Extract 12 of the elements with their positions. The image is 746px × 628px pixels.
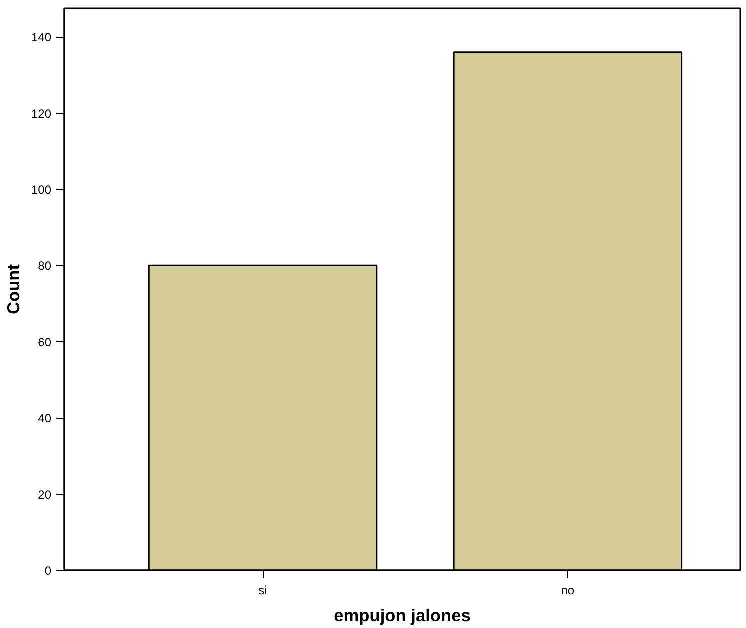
x-tick-label: no — [561, 584, 575, 598]
y-tick-label: 60 — [38, 335, 52, 350]
y-tick-label: 40 — [38, 412, 52, 426]
x-axis-title: empujon jalones — [334, 606, 471, 626]
x-tick-label: si — [258, 584, 268, 598]
y-tick-label: 140 — [31, 30, 52, 45]
y-tick-label: 120 — [31, 106, 52, 121]
y-tick-label: 0 — [44, 564, 52, 578]
y-axis-title: Count — [3, 264, 24, 315]
y-tick-label: 100 — [31, 182, 52, 197]
y-tick-label: 80 — [38, 259, 52, 274]
y-tick-label: 20 — [38, 488, 52, 502]
